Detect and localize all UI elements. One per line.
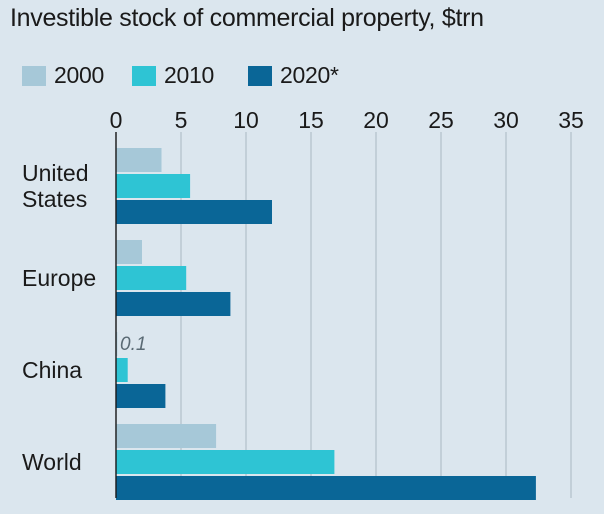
bar-united-states-2020 bbox=[116, 200, 272, 224]
x-tick-label-25: 25 bbox=[428, 107, 454, 133]
bar-europe-2010 bbox=[116, 266, 187, 290]
chart-title: Investible stock of commercial property,… bbox=[10, 4, 484, 32]
x-tick-label-30: 30 bbox=[493, 107, 519, 133]
bar-united-states-2010 bbox=[116, 174, 191, 198]
legend-item-2000: 2000 bbox=[22, 62, 104, 89]
x-tick-label-10: 10 bbox=[233, 107, 259, 133]
x-tick-label-20: 20 bbox=[363, 107, 389, 133]
bar-china-2010 bbox=[116, 358, 128, 382]
legend-swatch-2000 bbox=[22, 65, 46, 86]
data-label-china-2000: 0.1 bbox=[120, 334, 146, 355]
legend-label-2010: 2010 bbox=[164, 62, 214, 88]
legend-swatch-2010 bbox=[132, 65, 156, 86]
bar-world-2000 bbox=[116, 424, 217, 448]
x-tick-label-15: 15 bbox=[298, 107, 324, 133]
legend-label-2000: 2000 bbox=[54, 62, 104, 88]
bar-united-states-2000 bbox=[116, 148, 162, 172]
category-label-united-states: United States bbox=[22, 160, 88, 212]
x-tick-label-5: 5 bbox=[175, 107, 188, 133]
bar-europe-2020 bbox=[116, 292, 231, 316]
legend-label-2020: 2020* bbox=[280, 62, 339, 88]
x-tick-label-35: 35 bbox=[558, 107, 584, 133]
category-label-china: China bbox=[22, 357, 82, 383]
bar-china-2020 bbox=[116, 384, 166, 408]
bar-world-2010 bbox=[116, 450, 335, 474]
legend-item-2020: 2020* bbox=[248, 62, 339, 89]
category-label-europe: Europe bbox=[22, 265, 96, 291]
x-tick-label-0: 0 bbox=[110, 107, 123, 133]
legend-item-2010: 2010 bbox=[132, 62, 214, 89]
bar-world-2020 bbox=[116, 476, 536, 500]
legend-swatch-2020 bbox=[248, 65, 272, 86]
category-label-world: World bbox=[22, 449, 82, 475]
bar-europe-2000 bbox=[116, 240, 142, 264]
